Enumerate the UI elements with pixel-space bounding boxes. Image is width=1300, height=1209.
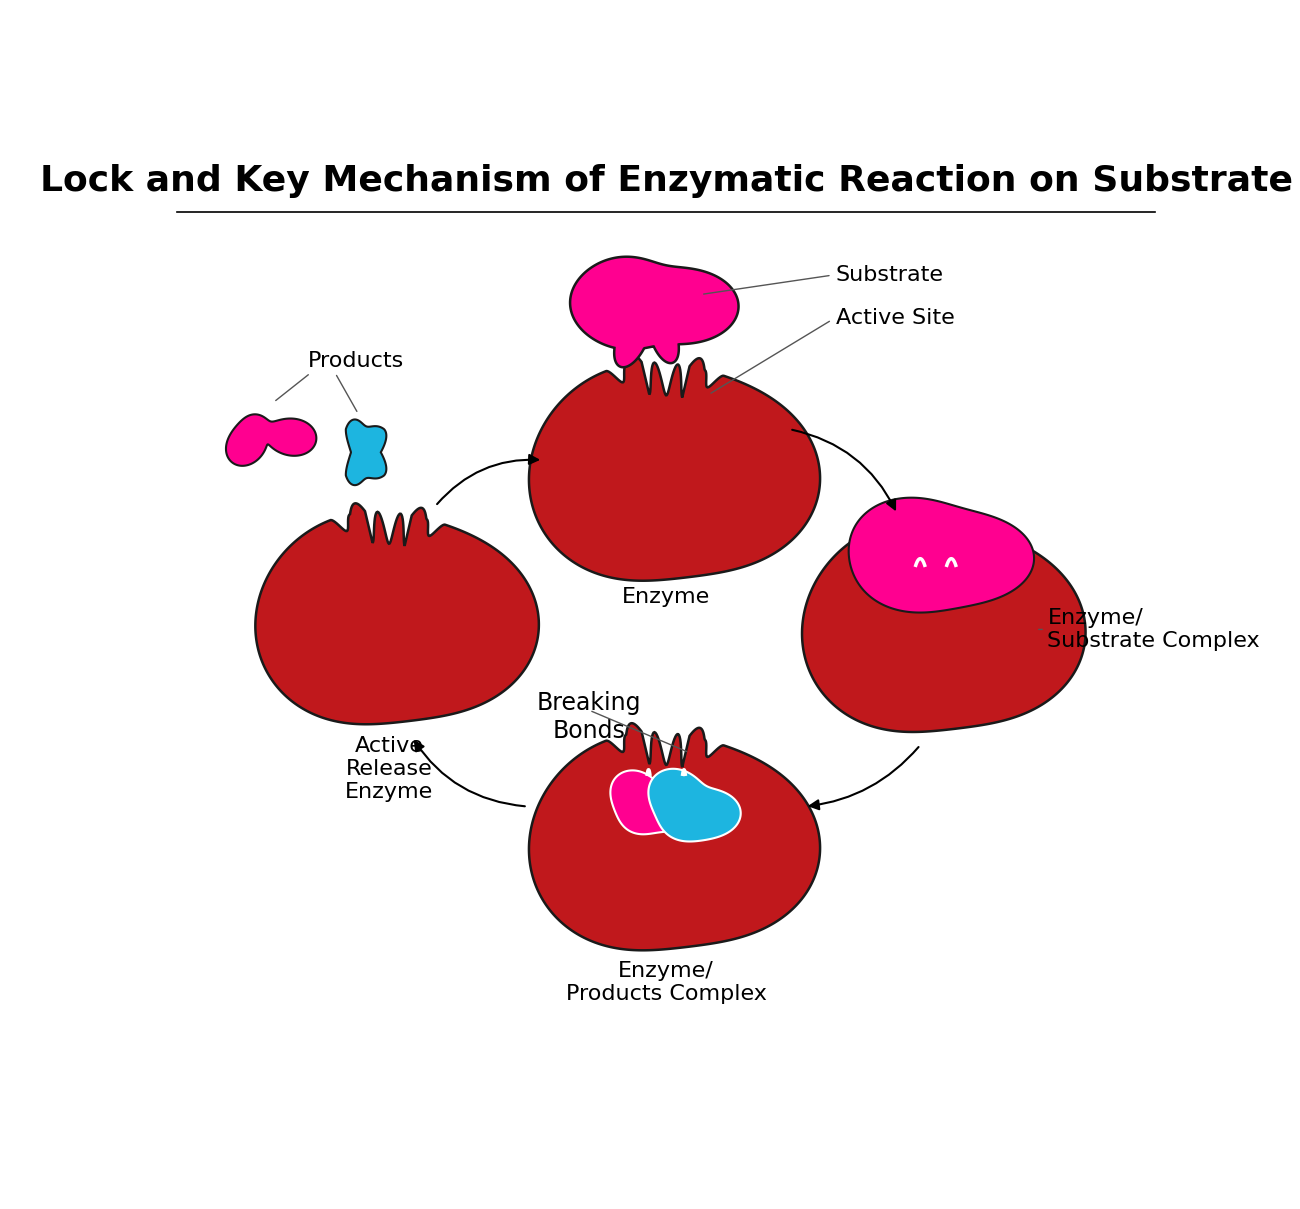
Text: Enzyme/
Products Complex: Enzyme/ Products Complex bbox=[566, 960, 767, 1003]
Polygon shape bbox=[611, 770, 699, 834]
Polygon shape bbox=[529, 353, 820, 580]
Text: Enzyme/
Substrate Complex: Enzyme/ Substrate Complex bbox=[1048, 608, 1260, 650]
Text: Lock and Key Mechanism of Enzymatic Reaction on Substrate: Lock and Key Mechanism of Enzymatic Reac… bbox=[40, 163, 1292, 197]
Text: Substrate: Substrate bbox=[836, 265, 944, 285]
Text: Active
Release
Enzyme: Active Release Enzyme bbox=[344, 735, 433, 802]
Polygon shape bbox=[802, 511, 1086, 731]
Polygon shape bbox=[346, 420, 386, 485]
Text: Active Site: Active Site bbox=[836, 307, 954, 328]
Text: Enzyme: Enzyme bbox=[623, 588, 710, 607]
Polygon shape bbox=[849, 498, 1034, 613]
Text: Products: Products bbox=[308, 352, 404, 371]
Polygon shape bbox=[255, 503, 540, 724]
Polygon shape bbox=[226, 415, 316, 465]
Polygon shape bbox=[529, 723, 820, 950]
Text: Breaking
Bonds: Breaking Bonds bbox=[537, 692, 641, 742]
Polygon shape bbox=[649, 769, 741, 841]
Polygon shape bbox=[571, 256, 738, 368]
